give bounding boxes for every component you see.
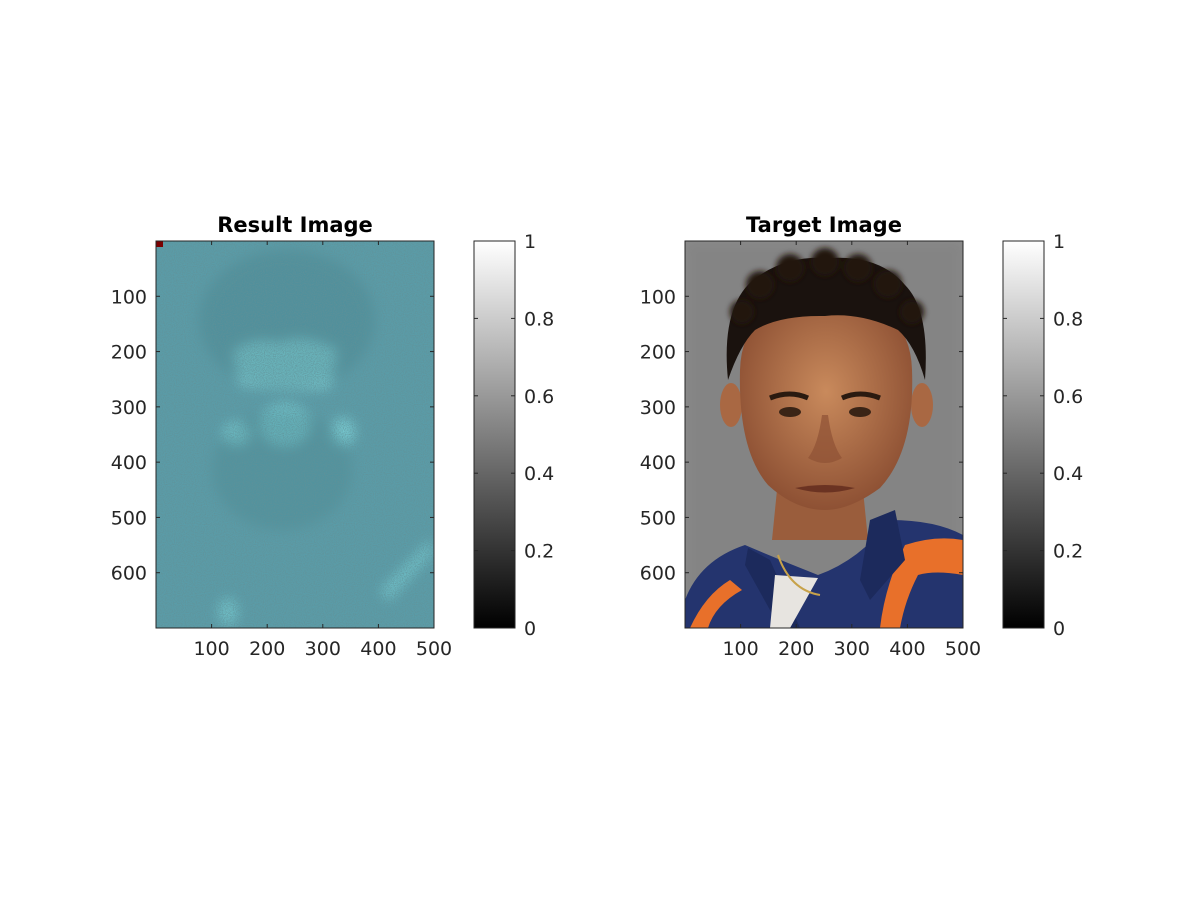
- face: [739, 295, 913, 510]
- target-xtick-label: 200: [778, 638, 814, 660]
- result-colorbar-tick-label: 0.2: [524, 541, 554, 563]
- result-xtick-label: 200: [249, 638, 285, 660]
- result-xtick-label: 100: [193, 638, 229, 660]
- result-colorbar-tick-label: 0: [524, 618, 536, 640]
- target-colorbar-tick-label: 0.2: [1053, 541, 1083, 563]
- result-xtick-label: 500: [416, 638, 452, 660]
- target-colorbar-tick-label: 0.8: [1053, 308, 1083, 330]
- target-xtick-label: 100: [722, 638, 758, 660]
- result-colorbar-tick-label: 0.8: [524, 308, 554, 330]
- result-colorbar-gradient: [474, 241, 515, 628]
- target-ytick-label: 500: [640, 507, 676, 529]
- target-image-photo: [685, 241, 963, 628]
- target-image-title: Target Image: [746, 213, 902, 237]
- result-ytick-label: 400: [111, 452, 147, 474]
- target-image-panel: Target Image: [640, 213, 1083, 660]
- target-ytick-label: 400: [640, 452, 676, 474]
- result-ytick-label: 100: [111, 286, 147, 308]
- result-ytick-label: 300: [111, 397, 147, 419]
- target-axes-frame: [684, 240, 964, 629]
- result-ytick-label: 500: [111, 507, 147, 529]
- target-colorbar-tick-label: 0.6: [1053, 386, 1083, 408]
- result-image-title: Result Image: [217, 213, 373, 237]
- result-colorbar-tick-label: 0.4: [524, 463, 554, 485]
- target-xtick-label: 300: [834, 638, 870, 660]
- target-colorbar-ticks: 0 0.2 0.4 0.6 0.8 1: [1003, 231, 1083, 640]
- target-ytick-label: 600: [640, 563, 676, 585]
- result-colorbar-tick-label: 0.6: [524, 386, 554, 408]
- target-ytick-label: 300: [640, 397, 676, 419]
- result-xtick-label: 300: [305, 638, 341, 660]
- corner-marker: [156, 241, 163, 247]
- target-ytick-label: 100: [640, 286, 676, 308]
- result-axes-ticks: 100 200 300 400 500 100 200 300 400 500 600: [111, 241, 452, 660]
- result-ytick-label: 600: [111, 563, 147, 585]
- target-ytick-label: 200: [640, 342, 676, 364]
- result-axes-frame: [155, 240, 435, 629]
- result-image-heatmap: [156, 241, 434, 628]
- result-colorbar-ticks: 0 0.2 0.4 0.6 0.8 1: [474, 231, 554, 640]
- target-colorbar-tick-label: 1: [1053, 231, 1065, 253]
- target-colorbar-tick-label: 0.4: [1053, 463, 1083, 485]
- target-xtick-label: 500: [945, 638, 981, 660]
- shirt-accent-left: [690, 580, 742, 628]
- result-colorbar-tick-label: 1: [524, 231, 536, 253]
- result-image-panel: Result Image 100 200 300 400 500 1 0: [111, 213, 554, 660]
- target-colorbar-gradient: [1003, 241, 1044, 628]
- undershirt: [770, 575, 818, 628]
- result-colorbar: 0 0.2 0.4 0.6 0.8 1: [473, 231, 554, 640]
- result-ytick-label: 200: [111, 342, 147, 364]
- target-colorbar: 0 0.2 0.4 0.6 0.8 1: [1002, 231, 1083, 640]
- target-colorbar-tick-label: 0: [1053, 618, 1065, 640]
- result-xtick-label: 400: [360, 638, 396, 660]
- target-axes-ticks: 100 200 300 400 500 100 200 300 400 500 600: [640, 241, 981, 660]
- target-xtick-label: 400: [889, 638, 925, 660]
